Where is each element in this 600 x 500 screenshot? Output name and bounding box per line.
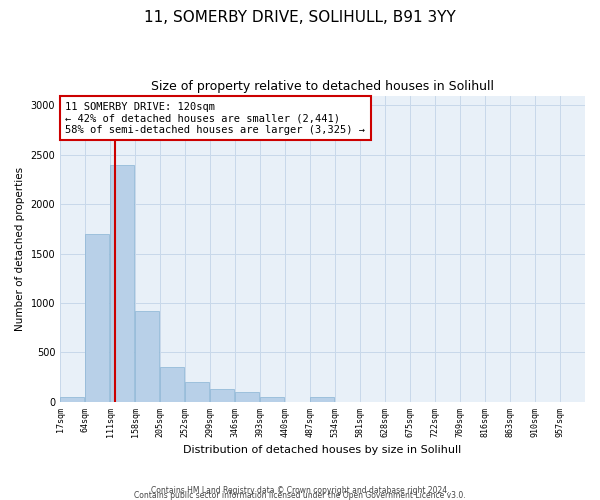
Text: Contains public sector information licensed under the Open Government Licence v3: Contains public sector information licen… bbox=[134, 490, 466, 500]
X-axis label: Distribution of detached houses by size in Solihull: Distribution of detached houses by size … bbox=[184, 445, 462, 455]
Text: Contains HM Land Registry data © Crown copyright and database right 2024.: Contains HM Land Registry data © Crown c… bbox=[151, 486, 449, 495]
Text: 11, SOMERBY DRIVE, SOLIHULL, B91 3YY: 11, SOMERBY DRIVE, SOLIHULL, B91 3YY bbox=[144, 10, 456, 25]
Bar bbox=[210, 389, 235, 402]
Y-axis label: Number of detached properties: Number of detached properties bbox=[15, 166, 25, 330]
Bar bbox=[135, 311, 160, 402]
Bar bbox=[60, 397, 85, 402]
Bar bbox=[85, 234, 109, 402]
Bar bbox=[260, 397, 284, 402]
Bar bbox=[185, 382, 209, 402]
Bar bbox=[235, 392, 259, 402]
Bar bbox=[310, 397, 334, 402]
Bar bbox=[160, 367, 184, 402]
Title: Size of property relative to detached houses in Solihull: Size of property relative to detached ho… bbox=[151, 80, 494, 93]
Text: 11 SOMERBY DRIVE: 120sqm
← 42% of detached houses are smaller (2,441)
58% of sem: 11 SOMERBY DRIVE: 120sqm ← 42% of detach… bbox=[65, 102, 365, 135]
Bar bbox=[110, 164, 134, 402]
